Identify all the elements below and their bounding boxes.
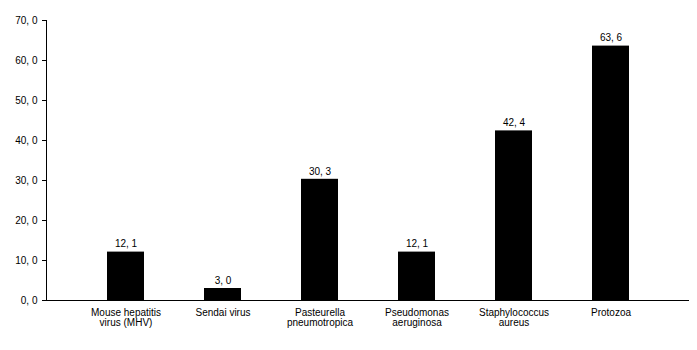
svg-text:12, 1: 12, 1 — [115, 238, 138, 249]
svg-text:Staphylococcusaureus: Staphylococcusaureus — [479, 307, 549, 328]
svg-text:30, 0: 30, 0 — [15, 175, 38, 186]
svg-text:3, 0: 3, 0 — [215, 275, 232, 286]
svg-text:42, 4: 42, 4 — [503, 117, 526, 128]
svg-text:70, 0: 70, 0 — [15, 15, 38, 26]
svg-text:10, 0: 10, 0 — [15, 255, 38, 266]
svg-text:Pasteurellapneumotropica: Pasteurellapneumotropica — [287, 307, 354, 328]
svg-text:Protozoa: Protozoa — [591, 307, 631, 318]
svg-text:Sendai virus: Sendai virus — [195, 307, 250, 318]
svg-text:30, 3: 30, 3 — [309, 166, 332, 177]
svg-text:Pseudomonasaeruginosa: Pseudomonasaeruginosa — [385, 307, 449, 328]
svg-text:20, 0: 20, 0 — [15, 215, 38, 226]
svg-text:0, 0: 0, 0 — [21, 295, 38, 306]
svg-text:63, 6: 63, 6 — [600, 32, 623, 43]
svg-text:12, 1: 12, 1 — [406, 238, 429, 249]
svg-text:40, 0: 40, 0 — [15, 135, 38, 146]
svg-text:50, 0: 50, 0 — [15, 95, 38, 106]
svg-text:60, 0: 60, 0 — [15, 55, 38, 66]
svg-text:Mouse hepatitisvirus (MHV): Mouse hepatitisvirus (MHV) — [91, 307, 161, 328]
